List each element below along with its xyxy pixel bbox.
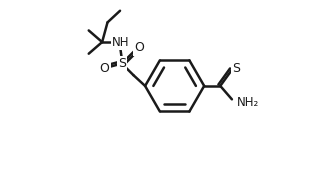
Text: O: O bbox=[99, 62, 110, 75]
Text: NH₂: NH₂ bbox=[237, 96, 259, 109]
Text: O: O bbox=[134, 42, 144, 54]
Text: NH: NH bbox=[112, 36, 130, 49]
Text: S: S bbox=[118, 57, 126, 70]
Text: S: S bbox=[232, 62, 240, 74]
